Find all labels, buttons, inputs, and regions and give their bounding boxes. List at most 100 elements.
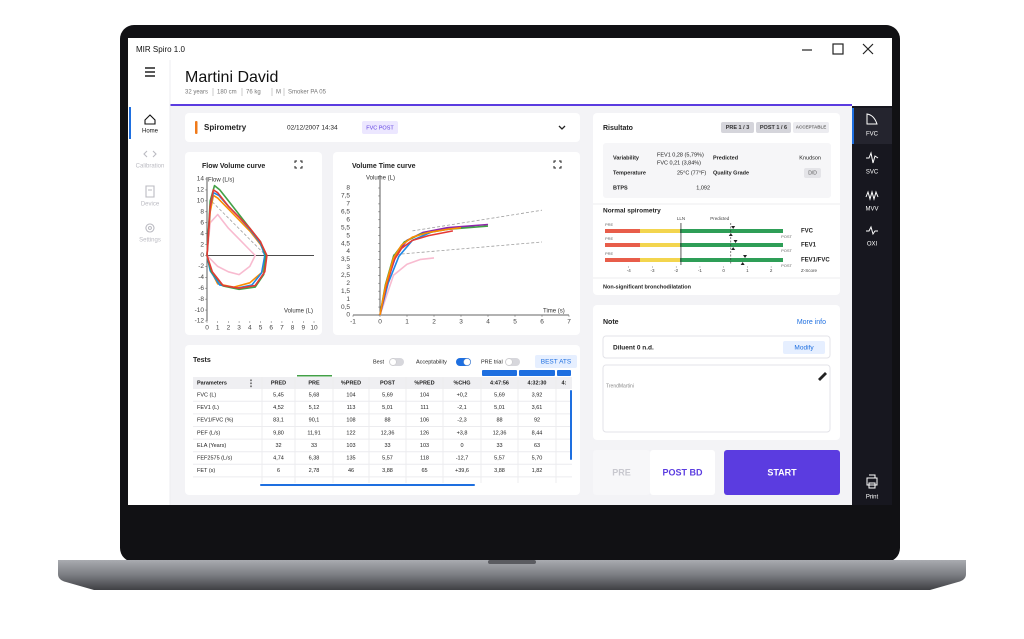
sidebar-item[interactable]: Device [141,202,160,208]
table-cell: 104 [420,392,429,398]
table-cell: 135 [346,455,355,461]
sidebar-item[interactable]: Calibration [136,164,165,170]
expand-button[interactable] [294,160,303,169]
z-band-red [605,229,640,233]
table-cell: 92 [534,418,540,424]
patient-detail: 180 cm [217,90,237,96]
x-tick-label: 4 [248,325,252,332]
collapse-toggle[interactable] [558,125,566,130]
z-tick-label: -4 [627,268,631,273]
sidebar-item[interactable]: Settings [139,238,161,244]
z-marker [731,226,736,229]
y-tick-label: 0 [200,252,204,259]
note-item-label: Diluent 0 n.d. [613,345,654,352]
y-tick-label: 14 [197,176,205,183]
y-tick-label: 2,5 [341,272,350,279]
table-cell: 5,57 [382,455,393,461]
table-cell: 118 [420,455,429,461]
y-tick-label: 5 [346,232,350,239]
x-tick-label: 5 [513,319,517,326]
y-tick-label: 1,5 [341,288,350,295]
modify-button[interactable] [783,341,825,354]
column-header: PRE [308,380,320,386]
curve [379,257,435,316]
result-box [603,143,831,198]
button-label[interactable]: Modify [794,345,814,352]
print-button[interactable]: Print [866,495,879,501]
mode-item[interactable]: FVC [866,132,879,138]
row-label: FVC [801,229,814,235]
mode-icon [865,190,879,201]
sidebar-icon [145,223,155,233]
axis-label: Z-Score [801,268,818,273]
button-label[interactable]: BEST ATS [541,359,572,366]
row-label: FEV1 [801,243,817,249]
sidebar-icon [145,185,155,198]
print-icon[interactable] [866,474,878,489]
mode-item[interactable]: SVC [866,170,879,176]
y-tick-label: -2 [198,263,204,270]
action-label[interactable]: POST BD [662,467,703,477]
badge [793,122,829,133]
table-cell: FEV1/FVC (%) [197,418,234,424]
close-button[interactable] [862,43,874,55]
toggle-label: PRE trial [481,359,503,365]
badge-label: ACCEPTABLE [796,125,826,130]
test-tag: FVC POST [366,125,394,131]
vertical-scrollbar[interactable] [570,390,572,460]
horizontal-scrollbar[interactable] [260,484,475,486]
y-axis-label: Flow (L/s) [208,178,234,184]
y-tick-label: 0 [346,312,350,319]
note-textarea[interactable] [602,364,831,433]
y-tick-label: -12 [195,318,205,325]
edit-icon[interactable] [818,372,827,381]
row-tag: PRE [605,222,614,227]
table-cell: 5,70 [532,455,543,461]
table-cell: 33 [384,443,390,449]
maximize-button[interactable] [832,43,844,55]
x-tick-label: 10 [310,325,318,332]
row-tag: PRE [605,251,614,256]
z-marker [740,262,745,265]
field-label: Temperature [613,170,646,176]
x-tick-label: 1 [216,325,220,332]
y-tick-label: 8 [346,185,350,192]
action-label[interactable]: START [767,467,797,477]
expand-button[interactable] [553,160,562,169]
x-tick-label: 4 [486,319,490,326]
x-axis-label: Time (s) [543,309,565,315]
table-cell: 5,69 [382,392,393,398]
menu-button[interactable] [145,67,155,77]
y-tick-label: 3,5 [341,256,350,263]
action-label[interactable]: PRE [612,467,631,477]
chart-title: Flow Volume curve [202,163,265,170]
sidebar-item[interactable]: Home [142,129,159,135]
table-cell: FEF2575 (L/s) [197,455,232,461]
volume-time-card [333,152,580,335]
field-label: BTPS [613,185,628,191]
tag-chip [362,121,398,134]
table-cell: 5,01 [382,405,393,411]
best-ats-button[interactable] [535,355,577,368]
patient-name: Martini David [185,69,278,86]
badge-label: POST 1 / 6 [760,125,787,131]
row-tag: POST [781,234,792,239]
field-label: Predicted [713,155,738,161]
badge-label: PRE 1 / 3 [726,125,750,131]
table-cell: 2,78 [309,468,320,474]
action-button[interactable] [593,450,650,495]
z-band-red [605,258,640,262]
row-tag: POST [781,248,792,253]
curve [212,201,267,256]
laptop-notch [488,560,536,564]
link[interactable]: More info [797,319,826,326]
mode-item[interactable]: OXI [867,242,878,248]
row-tag: PRE [605,236,614,241]
action-button[interactable] [724,450,840,495]
test-accent [195,121,198,134]
mode-item[interactable]: MVV [865,207,878,213]
section-title: Tests [193,357,211,364]
action-button[interactable] [650,450,715,495]
x-tick-label: 6 [540,319,544,326]
sidebar-icon [144,114,156,125]
